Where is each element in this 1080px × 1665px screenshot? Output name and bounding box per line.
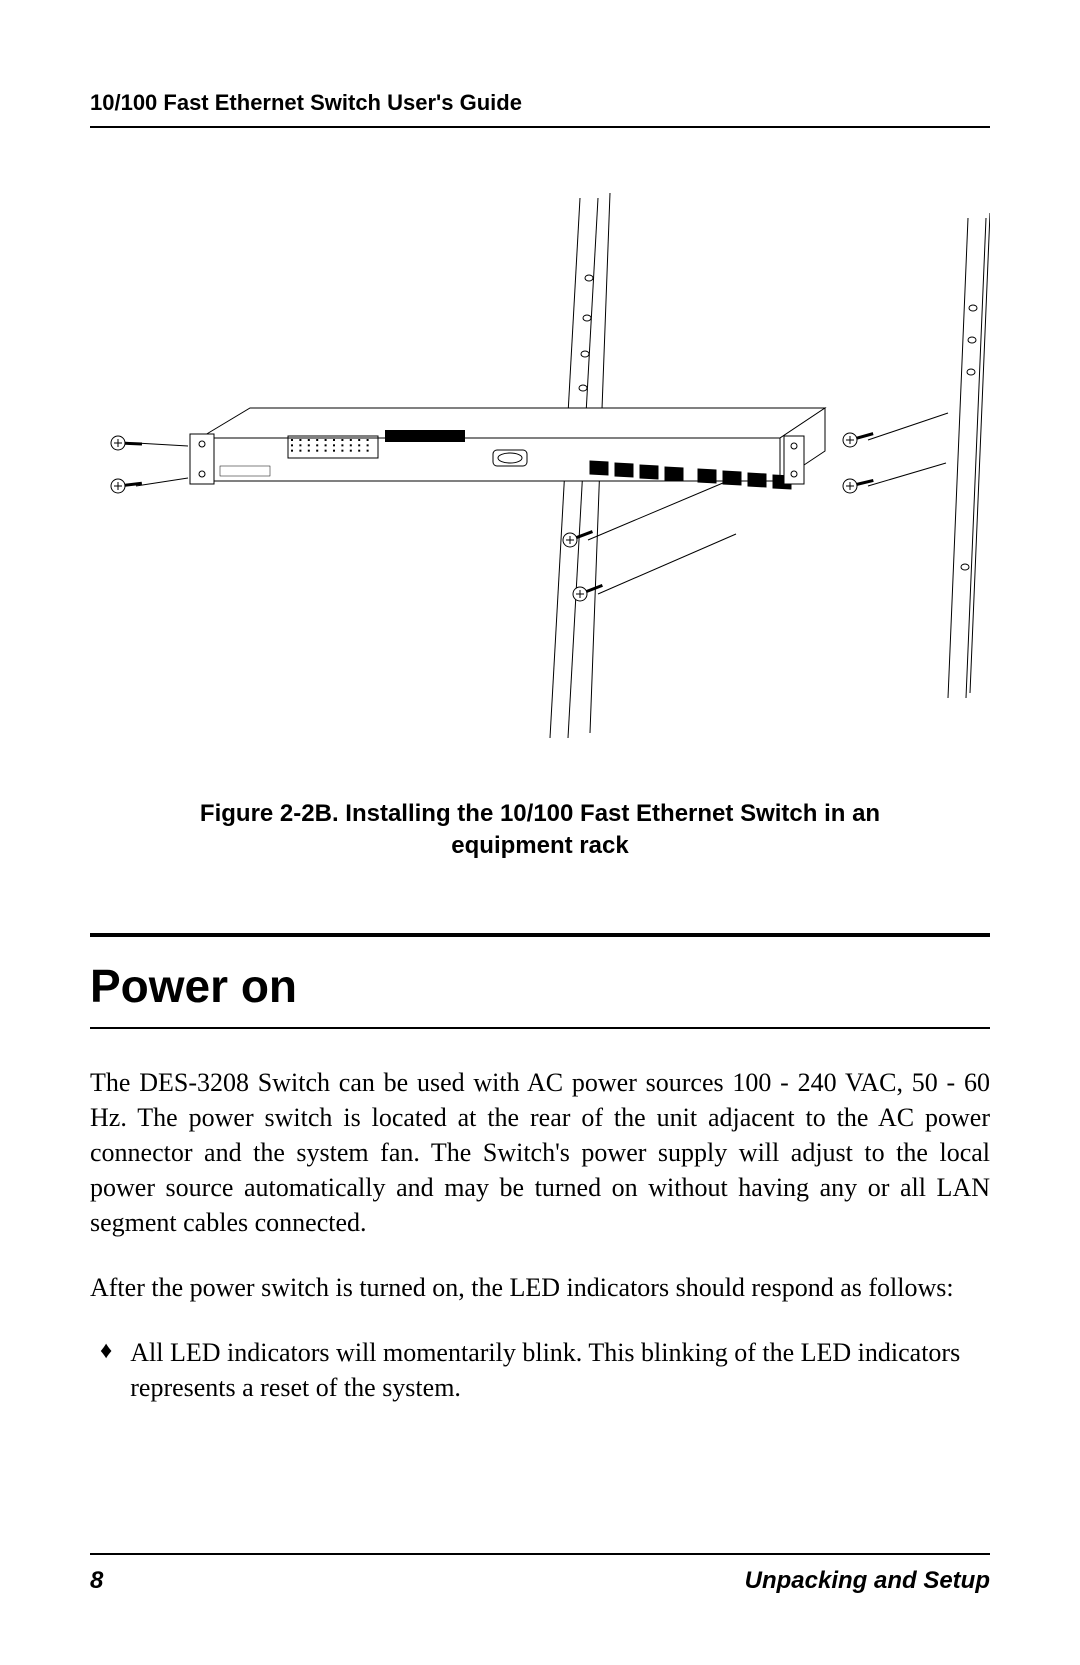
bullet-list: ♦ All LED indicators will momentarily bl…	[90, 1335, 990, 1405]
page-header: 10/100 Fast Ethernet Switch User's Guide	[90, 90, 990, 128]
rack-install-diagram	[90, 178, 990, 738]
section-heading: Power on	[90, 937, 990, 1029]
figure-caption: Figure 2-2B. Installing the 10/100 Fast …	[160, 798, 920, 863]
diamond-bullet-icon: ♦	[100, 1335, 112, 1405]
header-title: 10/100 Fast Ethernet Switch User's Guide	[90, 90, 522, 115]
footer-section: Unpacking and Setup	[745, 1567, 990, 1595]
page-footer: 8 Unpacking and Setup	[90, 1553, 990, 1595]
page: 10/100 Fast Ethernet Switch User's Guide…	[0, 0, 1080, 1665]
list-item: ♦ All LED indicators will momentarily bl…	[100, 1335, 990, 1405]
body-paragraph-1: The DES-3208 Switch can be used with AC …	[90, 1065, 990, 1240]
list-item-text: All LED indicators will momentarily blin…	[130, 1335, 990, 1405]
body-paragraph-2: After the power switch is turned on, the…	[90, 1270, 990, 1305]
page-number: 8	[90, 1567, 103, 1595]
figure-area	[90, 178, 990, 738]
